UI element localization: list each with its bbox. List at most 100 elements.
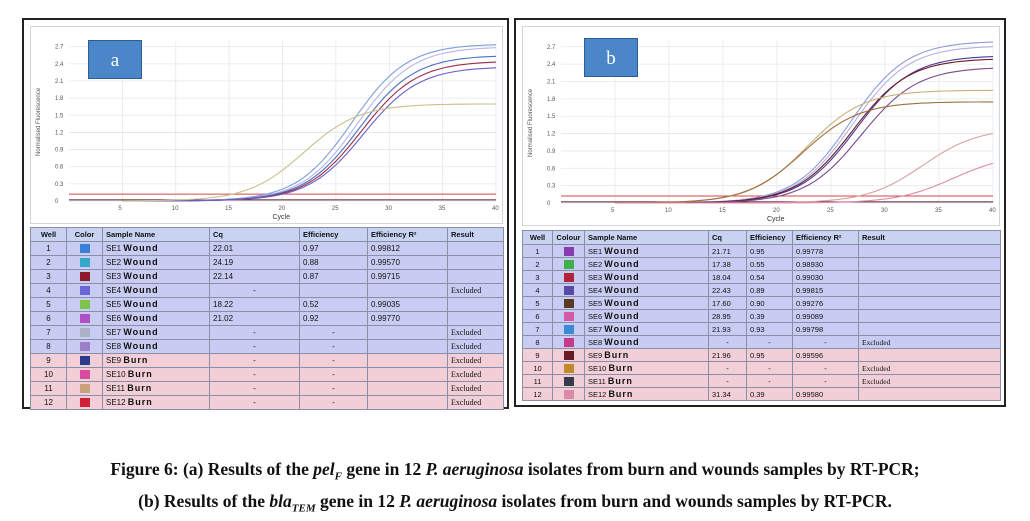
results-table-a: Well Color Sample Name Cq Efficiency Efficien…: [30, 227, 504, 410]
panel-label-b: b: [584, 38, 638, 77]
r2-cell: 0.99812: [367, 241, 448, 256]
well-cell: 6: [30, 311, 67, 326]
sample-name-cell: SE11 Burn: [584, 374, 709, 388]
table-row: 1 SE1 Wound 21.71 0.95 0.99778: [522, 244, 1001, 258]
r2-cell: [367, 353, 448, 368]
color-cell: [66, 395, 103, 410]
y-tick-label: 0.6: [55, 165, 64, 171]
result-cell: [447, 297, 504, 312]
r2-cell: 0.98930: [792, 257, 859, 271]
sample-name-cell: SE4 Wound: [102, 283, 210, 298]
y-tick-label: 2.4: [547, 62, 556, 68]
cq-cell: -: [209, 367, 300, 382]
x-tick-label: 35: [439, 206, 446, 212]
x-tick-label: 10: [172, 206, 179, 212]
table-row: 2 SE2 Wound 17.38 0.55 0.98930: [522, 257, 1001, 271]
y-tick-label: 0.9: [547, 149, 556, 155]
efficiency-cell: 0.90: [746, 296, 793, 310]
color-cell: [66, 283, 103, 298]
x-tick-label: 20: [773, 208, 780, 214]
column-header: Well: [522, 230, 553, 245]
well-cell: 8: [522, 335, 553, 349]
efficiency-cell: 0.92: [299, 311, 368, 326]
sample-name-cell: SE3 Wound: [584, 270, 709, 284]
color-swatch: [563, 247, 574, 257]
well-cell: 10: [522, 361, 553, 375]
efficiency-cell: -: [746, 335, 793, 349]
gene-name-bla: blaTEM: [269, 490, 316, 515]
result-cell: [858, 322, 1001, 336]
gene-name-pel: pelF: [313, 459, 342, 483]
efficiency-cell: -: [299, 325, 368, 340]
x-tick-label: 35: [935, 208, 942, 214]
result-cell: Excluded: [447, 283, 504, 298]
panel-b: 2.7 2.4 2.1 1.8 1.5 1.2 0.9 0.6 0.3 0 5 10 15 20 25 30 3…: [514, 18, 1006, 407]
cq-cell: -: [708, 361, 747, 375]
r2-cell: -: [792, 361, 859, 375]
color-cell: [552, 270, 585, 284]
color-swatch: [79, 243, 90, 253]
r2-cell: [367, 325, 448, 340]
column-header: Colour: [552, 230, 585, 245]
table-row: 12 SE12 Burn 31.34 0.39 0.99580: [522, 387, 1001, 401]
result-cell: [447, 255, 504, 270]
table-row: 5 SE5 Wound 18.22 0.52 0.99035: [30, 297, 504, 312]
efficiency-cell: -: [299, 367, 368, 382]
cq-cell: 22.14: [209, 269, 300, 284]
r2-cell: [367, 381, 448, 396]
color-swatch: [79, 341, 90, 351]
cq-cell: -: [708, 374, 747, 388]
x-tick-label: 30: [385, 206, 392, 212]
cq-cell: -: [209, 339, 300, 354]
color-cell: [66, 339, 103, 354]
y-tick-label: 1.8: [547, 97, 556, 103]
sample-name-cell: SE1 Wound: [584, 244, 709, 258]
column-header: Sample Name: [584, 230, 709, 245]
r2-cell: 0.99570: [367, 255, 448, 270]
x-axis-title: Cycle: [767, 216, 785, 223]
efficiency-cell: -: [299, 339, 368, 354]
sample-name-cell: SE10 Burn: [584, 361, 709, 375]
r2-cell: 0.99580: [792, 387, 859, 401]
well-cell: 11: [522, 374, 553, 388]
x-tick-label: 20: [279, 206, 286, 212]
r2-cell: 0.99715: [367, 269, 448, 284]
well-cell: 4: [522, 283, 553, 297]
table-row: 4 SE4 Wound - Excluded: [30, 283, 504, 298]
result-cell: [858, 309, 1001, 323]
result-cell: Excluded: [447, 381, 504, 396]
result-cell: [858, 387, 1001, 401]
y-tick-label: 1.5: [547, 114, 556, 120]
result-cell: [447, 269, 504, 284]
cq-cell: -: [209, 395, 300, 410]
sample-name-cell: SE2 Wound: [584, 257, 709, 271]
table-row: 8 SE8 Wound - - - Excluded: [522, 335, 1001, 349]
column-header: Cq: [708, 230, 747, 245]
color-swatch: [563, 377, 574, 387]
color-cell: [552, 296, 585, 310]
color-cell: [552, 257, 585, 271]
well-cell: 12: [522, 387, 553, 401]
result-cell: [447, 241, 504, 256]
figure-caption: Figure 6: (a) Results of the pelF gene i…: [0, 457, 1030, 520]
panel-label-a: a: [88, 40, 142, 79]
x-tick-label: 25: [827, 208, 834, 214]
efficiency-cell: 0.39: [746, 309, 793, 323]
cq-cell: 31.34: [708, 387, 747, 401]
sample-name-cell: SE3 Wound: [102, 269, 210, 284]
table-row: 6 SE6 Wound 28.95 0.39 0.99089: [522, 309, 1001, 323]
cq-cell: -: [708, 335, 747, 349]
sample-name-cell: SE7 Wound: [102, 325, 210, 340]
color-cell: [66, 241, 103, 256]
color-swatch: [79, 285, 90, 295]
r2-cell: [367, 283, 448, 298]
efficiency-cell: 0.95: [746, 244, 793, 258]
efficiency-cell: 0.88: [299, 255, 368, 270]
cq-cell: -: [209, 353, 300, 368]
color-cell: [552, 283, 585, 297]
x-tick-label: 40: [492, 206, 499, 212]
results-table-b: Well Colour Sample Name Cq Efficiency Efficie…: [522, 230, 1001, 401]
sample-name-cell: SE8 Wound: [102, 339, 210, 354]
amplification-curve: [615, 46, 994, 204]
color-swatch: [563, 338, 574, 348]
